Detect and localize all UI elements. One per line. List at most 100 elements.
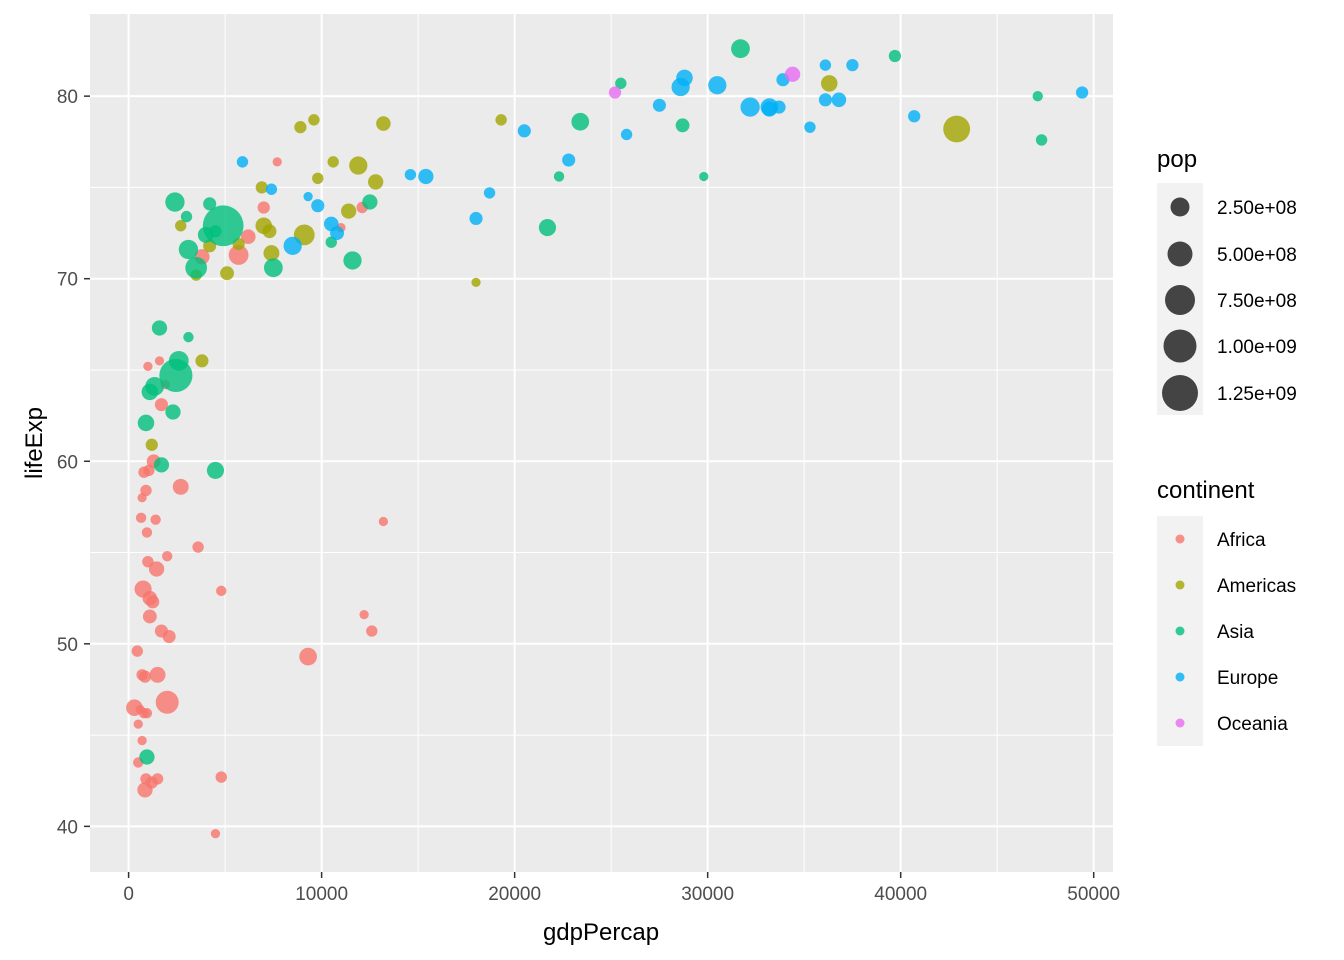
data-point-asia bbox=[178, 239, 199, 260]
y-tick-label: 60 bbox=[57, 452, 78, 473]
data-point-europe bbox=[517, 124, 531, 138]
color-legend-label: Europe bbox=[1217, 668, 1278, 689]
color-legend-label: Africa bbox=[1217, 530, 1266, 551]
data-point-africa bbox=[162, 629, 176, 644]
data-point-europe bbox=[708, 76, 727, 95]
data-point-europe bbox=[283, 236, 302, 255]
data-point-asia bbox=[203, 197, 217, 211]
y-tick-label: 50 bbox=[57, 635, 78, 656]
data-point-africa bbox=[131, 645, 143, 657]
color-legend-label: Americas bbox=[1217, 576, 1296, 597]
data-point-americas bbox=[327, 156, 339, 168]
x-axis-title: gdpPercap bbox=[543, 919, 659, 946]
data-point-asia bbox=[151, 320, 168, 336]
data-point-asia bbox=[699, 171, 709, 182]
data-point-europe bbox=[804, 121, 816, 133]
data-point-africa bbox=[192, 541, 204, 553]
data-point-asia bbox=[153, 457, 170, 473]
data-point-asia bbox=[206, 461, 225, 479]
data-point-europe bbox=[311, 199, 325, 213]
data-point-asia bbox=[538, 219, 557, 237]
data-point-asia bbox=[888, 49, 902, 63]
x-tick-label: 30000 bbox=[681, 884, 734, 905]
data-point-europe bbox=[562, 153, 576, 167]
size-legend-label: 2.50e+08 bbox=[1217, 198, 1297, 219]
data-point-africa bbox=[143, 361, 153, 371]
x-axis: 0 10000 20000 30000 40000 50000 bbox=[123, 872, 1120, 905]
size-legend-label: 5.00e+08 bbox=[1217, 245, 1297, 266]
data-point-americas bbox=[220, 266, 234, 281]
data-point-asia bbox=[571, 112, 590, 131]
color-legend: continent Africa Americas Asia Europe Oceani… bbox=[1157, 477, 1296, 746]
data-point-asia bbox=[1035, 134, 1048, 146]
size-legend-title: pop bbox=[1157, 146, 1197, 173]
data-point-asia bbox=[615, 77, 627, 90]
data-point-africa bbox=[210, 829, 221, 839]
data-point-asia bbox=[180, 210, 193, 223]
data-point-africa bbox=[150, 514, 161, 525]
x-tick-label: 0 bbox=[123, 884, 134, 905]
data-point-africa bbox=[154, 356, 165, 366]
data-point-africa bbox=[133, 719, 143, 729]
x-tick-label: 10000 bbox=[295, 884, 348, 905]
data-point-asia bbox=[165, 404, 181, 420]
data-point-asia bbox=[343, 251, 362, 270]
data-point-africa bbox=[228, 245, 249, 265]
size-legend-key bbox=[1162, 375, 1198, 411]
color-legend-key bbox=[1175, 534, 1185, 544]
color-legend-label: Oceania bbox=[1217, 714, 1288, 735]
data-point-europe bbox=[1075, 86, 1089, 99]
data-point-asia bbox=[137, 414, 155, 432]
data-point-asia bbox=[165, 192, 185, 212]
data-point-asia bbox=[145, 377, 165, 396]
data-point-africa bbox=[141, 527, 153, 538]
data-point-europe bbox=[265, 183, 278, 195]
color-legend-key bbox=[1175, 718, 1185, 728]
data-point-europe bbox=[908, 110, 921, 123]
data-point-africa bbox=[146, 595, 160, 609]
data-point-americas bbox=[368, 174, 384, 190]
data-point-americas bbox=[820, 75, 838, 92]
color-legend-label: Asia bbox=[1217, 622, 1254, 643]
data-point-asia bbox=[263, 258, 283, 278]
data-point-africa bbox=[141, 707, 153, 719]
data-point-asia bbox=[675, 118, 690, 133]
data-point-americas bbox=[308, 114, 320, 126]
data-point-asia bbox=[362, 194, 378, 210]
color-legend-key bbox=[1175, 672, 1185, 682]
data-point-americas bbox=[376, 116, 391, 131]
data-point-africa bbox=[137, 735, 147, 746]
data-point-americas bbox=[312, 172, 324, 184]
data-point-europe bbox=[818, 93, 832, 107]
data-point-africa bbox=[359, 609, 369, 620]
size-legend-key bbox=[1170, 197, 1190, 217]
data-point-oceania bbox=[608, 86, 622, 99]
x-tick-label: 50000 bbox=[1067, 884, 1120, 905]
data-point-europe bbox=[831, 92, 847, 108]
data-point-americas bbox=[145, 438, 158, 451]
data-point-europe bbox=[652, 98, 666, 112]
data-point-asia bbox=[202, 205, 244, 247]
y-tick-label: 80 bbox=[57, 87, 78, 108]
data-point-africa bbox=[148, 561, 165, 577]
color-legend-key bbox=[1175, 626, 1185, 636]
data-point-europe bbox=[772, 100, 786, 114]
data-point-asia bbox=[553, 171, 565, 182]
data-point-asia bbox=[1032, 90, 1043, 102]
data-point-africa bbox=[215, 771, 227, 783]
data-point-americas bbox=[349, 156, 368, 175]
data-point-europe bbox=[676, 69, 693, 87]
data-point-asia bbox=[168, 350, 189, 371]
data-point-europe bbox=[760, 98, 779, 116]
data-point-europe bbox=[740, 97, 760, 117]
data-point-africa bbox=[135, 512, 147, 524]
data-point-africa bbox=[172, 478, 189, 495]
data-point-africa bbox=[366, 625, 378, 637]
data-point-oceania bbox=[784, 66, 801, 82]
data-point-americas bbox=[262, 224, 277, 239]
x-tick-label: 20000 bbox=[488, 884, 541, 905]
grid-minor bbox=[90, 14, 1113, 872]
data-point-europe bbox=[418, 168, 434, 185]
data-point-europe bbox=[819, 59, 832, 71]
